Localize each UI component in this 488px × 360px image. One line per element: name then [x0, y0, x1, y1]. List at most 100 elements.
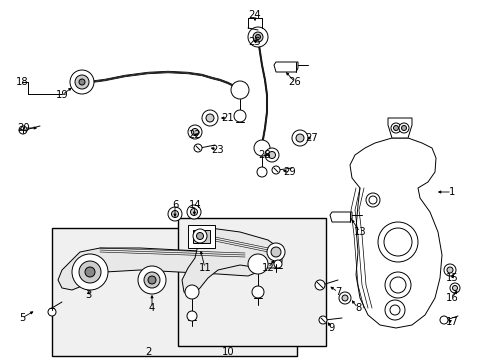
Circle shape [72, 254, 108, 290]
Polygon shape [187, 225, 215, 248]
Text: 4: 4 [148, 303, 155, 313]
Text: 27: 27 [305, 133, 318, 143]
Ellipse shape [401, 126, 406, 131]
Text: 19: 19 [56, 90, 68, 100]
Polygon shape [193, 230, 209, 243]
Text: 8: 8 [354, 303, 360, 313]
Text: 1: 1 [448, 187, 454, 197]
Circle shape [449, 283, 459, 293]
Circle shape [443, 264, 455, 276]
Circle shape [168, 207, 182, 221]
Polygon shape [273, 62, 297, 72]
Circle shape [75, 75, 89, 89]
Circle shape [270, 247, 281, 257]
Text: 2: 2 [144, 347, 151, 357]
Text: 29: 29 [283, 167, 296, 177]
Circle shape [251, 286, 264, 298]
Circle shape [264, 148, 279, 162]
Circle shape [191, 129, 198, 135]
Text: 9: 9 [328, 323, 334, 333]
Polygon shape [387, 118, 411, 138]
Bar [52, 228, 296, 356]
Text: 21: 21 [221, 113, 234, 123]
Circle shape [184, 285, 199, 299]
Circle shape [383, 228, 411, 256]
Circle shape [202, 110, 218, 126]
Circle shape [247, 254, 267, 274]
Circle shape [318, 316, 326, 324]
Text: 25: 25 [248, 37, 261, 47]
Circle shape [138, 266, 165, 294]
Polygon shape [329, 212, 351, 222]
Circle shape [255, 35, 260, 40]
Circle shape [257, 167, 266, 177]
Circle shape [389, 305, 399, 315]
Circle shape [230, 81, 248, 99]
Circle shape [341, 295, 347, 301]
Circle shape [389, 277, 405, 293]
Circle shape [171, 211, 178, 217]
Text: 16: 16 [445, 293, 457, 303]
Text: 11: 11 [198, 263, 211, 273]
Polygon shape [349, 138, 441, 328]
Text: 18: 18 [16, 77, 28, 87]
Ellipse shape [393, 126, 398, 131]
Circle shape [186, 205, 201, 219]
Circle shape [338, 292, 350, 304]
Text: 17: 17 [445, 317, 457, 327]
Circle shape [377, 222, 417, 262]
Circle shape [48, 308, 56, 316]
Circle shape [252, 32, 263, 42]
Text: 14: 14 [188, 200, 201, 210]
Circle shape [398, 123, 408, 133]
Circle shape [190, 208, 197, 216]
Circle shape [291, 130, 307, 146]
Circle shape [273, 260, 282, 268]
Text: 10: 10 [221, 347, 234, 357]
Text: 28: 28 [258, 150, 271, 160]
Circle shape [193, 229, 206, 243]
Circle shape [446, 267, 452, 273]
Text: 22: 22 [188, 130, 201, 140]
Circle shape [295, 134, 304, 142]
Circle shape [368, 196, 376, 204]
Circle shape [390, 123, 400, 133]
Circle shape [271, 166, 280, 174]
Text: 20: 20 [18, 123, 30, 133]
Text: 13: 13 [353, 227, 366, 237]
Circle shape [384, 300, 404, 320]
Circle shape [384, 272, 410, 298]
Text: 12: 12 [261, 263, 274, 273]
Circle shape [148, 276, 156, 284]
Circle shape [234, 110, 245, 122]
Circle shape [439, 316, 447, 324]
Circle shape [253, 140, 269, 156]
Circle shape [143, 272, 160, 288]
Circle shape [266, 243, 285, 261]
Text: 7: 7 [334, 287, 341, 297]
Text: 24: 24 [248, 10, 261, 20]
Circle shape [314, 280, 325, 290]
Circle shape [365, 193, 379, 207]
Polygon shape [182, 228, 282, 296]
Circle shape [247, 27, 267, 47]
Circle shape [79, 79, 85, 85]
Circle shape [70, 70, 94, 94]
Circle shape [85, 267, 95, 277]
Text: 23: 23 [211, 145, 224, 155]
Circle shape [268, 152, 275, 158]
Circle shape [79, 261, 101, 283]
Text: 6: 6 [171, 200, 178, 210]
Text: 15: 15 [445, 273, 457, 283]
Circle shape [196, 233, 203, 239]
Text: 3: 3 [85, 290, 91, 300]
Circle shape [186, 311, 197, 321]
Polygon shape [58, 248, 260, 290]
Circle shape [19, 126, 27, 134]
Bar [178, 218, 325, 346]
Text: 5: 5 [19, 313, 25, 323]
Text: 26: 26 [288, 77, 301, 87]
Circle shape [451, 285, 457, 291]
Circle shape [194, 144, 202, 152]
Circle shape [187, 125, 202, 139]
